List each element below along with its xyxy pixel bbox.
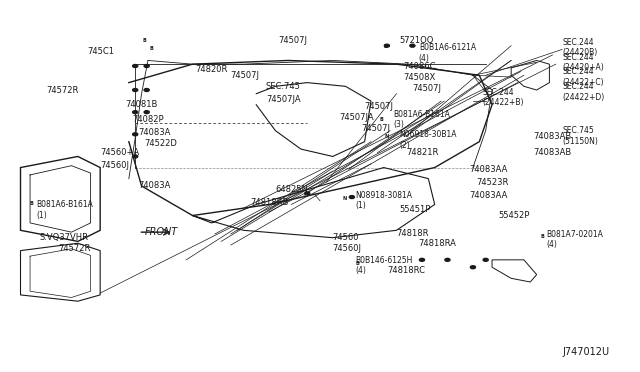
Text: SEC.244
(24422+C): SEC.244 (24422+C) (562, 67, 604, 87)
Text: B0B1A6-6121A
(4): B0B1A6-6121A (4) (419, 44, 476, 63)
Text: 55452P: 55452P (499, 211, 530, 220)
Text: 74507JA: 74507JA (339, 113, 374, 122)
Bar (339, 55, 358, 62)
Text: 74083A: 74083A (138, 128, 171, 137)
Circle shape (144, 111, 149, 113)
Text: SEC.745
(51150N): SEC.745 (51150N) (562, 126, 598, 146)
Text: 74081B: 74081B (125, 100, 158, 109)
Text: 74507J: 74507J (278, 36, 308, 45)
Circle shape (385, 44, 390, 47)
Circle shape (349, 196, 355, 199)
Text: 74507JA: 74507JA (266, 95, 300, 104)
Text: J747012U: J747012U (562, 347, 609, 357)
Circle shape (419, 259, 424, 261)
Text: B: B (384, 44, 387, 49)
Bar (387, 79, 406, 86)
Text: B: B (355, 261, 359, 266)
Text: 74507J: 74507J (362, 124, 390, 133)
Text: 74572R: 74572R (59, 244, 91, 253)
Text: B: B (29, 201, 33, 206)
Circle shape (132, 155, 138, 158)
Bar (397, 94, 415, 101)
Text: 74507J: 74507J (412, 84, 442, 93)
Text: 74560J: 74560J (333, 244, 362, 253)
Text: 745C1: 745C1 (88, 47, 115, 56)
Bar (372, 94, 390, 101)
Text: B: B (143, 38, 147, 43)
Circle shape (132, 64, 138, 67)
Text: 74083A: 74083A (138, 182, 171, 190)
Text: 74560J: 74560J (100, 161, 129, 170)
Text: 74083AA: 74083AA (470, 165, 508, 174)
Bar (8, 243, 119, 304)
Text: 74818RA: 74818RA (419, 239, 457, 248)
Text: SEC.244
(24422+B): SEC.244 (24422+B) (483, 88, 524, 107)
Bar (358, 86, 378, 94)
Text: 74820R: 74820R (196, 65, 228, 74)
Text: B081A6-B161A
(3): B081A6-B161A (3) (394, 110, 450, 129)
Text: 74083AA: 74083AA (470, 191, 508, 200)
Text: N08918-3081A
(1): N08918-3081A (1) (355, 191, 412, 211)
Circle shape (445, 259, 450, 261)
Text: 64825N: 64825N (275, 185, 308, 194)
Circle shape (470, 266, 476, 269)
Text: 74507J: 74507J (231, 71, 260, 80)
Text: 74560: 74560 (333, 233, 359, 242)
Text: 74818RB: 74818RB (250, 198, 288, 207)
Text: 55451P: 55451P (399, 205, 431, 215)
Text: 5721OQ: 5721OQ (399, 36, 434, 45)
Bar (40, 195, 75, 208)
Text: 74523R: 74523R (476, 178, 509, 187)
Bar (298, 55, 317, 62)
Text: SEC.244
(24422+D): SEC.244 (24422+D) (562, 82, 604, 102)
Bar (348, 71, 369, 79)
Text: SEC.244
(24420B): SEC.244 (24420B) (562, 38, 597, 57)
Text: N: N (342, 196, 346, 201)
Text: 74821R: 74821R (406, 148, 438, 157)
Text: 74082P: 74082P (132, 115, 164, 124)
Text: B: B (149, 46, 153, 51)
Text: B0B146-6125H
(4): B0B146-6125H (4) (355, 256, 412, 275)
Text: B: B (380, 117, 384, 122)
Text: 74818R: 74818R (396, 230, 429, 238)
Text: 74522D: 74522D (145, 139, 178, 148)
Text: 74083AB: 74083AB (534, 132, 572, 141)
Text: N06918-30B1A
(2): N06918-30B1A (2) (399, 130, 457, 150)
Text: FRONT: FRONT (145, 227, 178, 237)
Circle shape (132, 133, 138, 136)
Bar (406, 105, 424, 112)
Text: S.VQ37VHR: S.VQ37VHR (40, 233, 88, 242)
Text: 74507J: 74507J (365, 102, 394, 111)
Text: 74560+A: 74560+A (100, 148, 140, 157)
Text: 74083AB: 74083AB (534, 148, 572, 157)
Text: 74086C: 74086C (403, 61, 435, 71)
Text: B081A6-B161A
(1): B081A6-B161A (1) (36, 200, 93, 220)
Text: 74818RC: 74818RC (387, 266, 425, 275)
Text: SEC.745: SEC.745 (266, 82, 301, 91)
Circle shape (144, 89, 149, 92)
Text: 74508X: 74508X (403, 73, 435, 81)
Circle shape (305, 192, 310, 195)
Text: B081A7-0201A
(4): B081A7-0201A (4) (546, 230, 603, 249)
Circle shape (410, 44, 415, 47)
Text: SEC.244
(24420+A): SEC.244 (24420+A) (562, 52, 604, 72)
Circle shape (132, 89, 138, 92)
Circle shape (144, 64, 149, 67)
Text: B: B (541, 234, 544, 240)
Text: 74572R: 74572R (46, 86, 78, 94)
Text: N: N (385, 134, 389, 139)
Circle shape (483, 259, 488, 261)
Circle shape (132, 111, 138, 113)
Bar (266, 46, 291, 56)
